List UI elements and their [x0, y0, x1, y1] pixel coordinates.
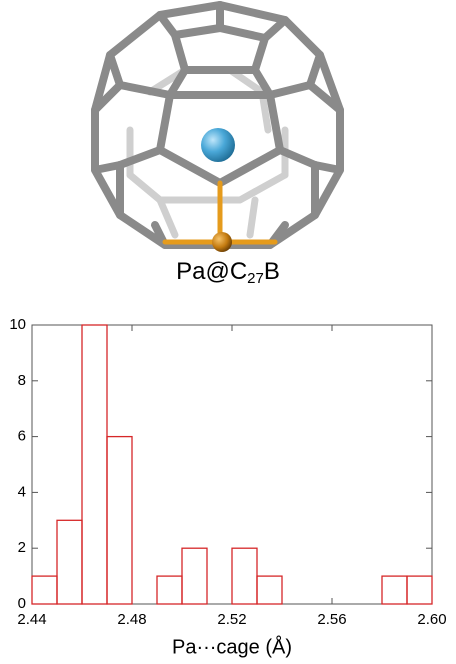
- x-tick-label: 2.60: [417, 611, 446, 628]
- x-tick-label: 2.48: [117, 611, 146, 628]
- histogram-bar: [157, 576, 182, 604]
- title-text: B: [264, 258, 280, 285]
- x-axis-label: Pa···cage (Å): [172, 635, 292, 658]
- chart-title: Pa@C27B: [176, 258, 280, 287]
- x-tick-label: 2.52: [217, 611, 246, 628]
- y-tick-label: 6: [18, 428, 26, 445]
- histogram-bar: [82, 325, 107, 604]
- histogram-bar: [257, 576, 282, 604]
- y-tick-label: 10: [9, 316, 26, 333]
- histogram-bar: [57, 520, 82, 604]
- histogram-bar: [107, 437, 132, 604]
- histogram-bar: [382, 576, 407, 604]
- y-tick-label: 4: [18, 483, 26, 500]
- page: Pa@C27B Pa···cage (Å) 0 2 4 6 8 10 2.44 2.48 2.5…: [0, 0, 456, 664]
- y-tick-label: 2: [18, 539, 26, 556]
- y-tick-label: 8: [18, 372, 26, 389]
- histogram-bar: [182, 548, 207, 604]
- histogram-bar: [32, 576, 57, 604]
- x-tick-label: 2.44: [17, 611, 46, 628]
- histogram-bar: [232, 548, 257, 604]
- y-tick-label: 0: [18, 595, 26, 612]
- title-subscript: 27: [247, 270, 264, 287]
- x-tick-label: 2.56: [317, 611, 346, 628]
- molecule: [95, 5, 340, 252]
- title-text: Pa@C: [176, 258, 247, 285]
- histogram-bar: [407, 576, 432, 604]
